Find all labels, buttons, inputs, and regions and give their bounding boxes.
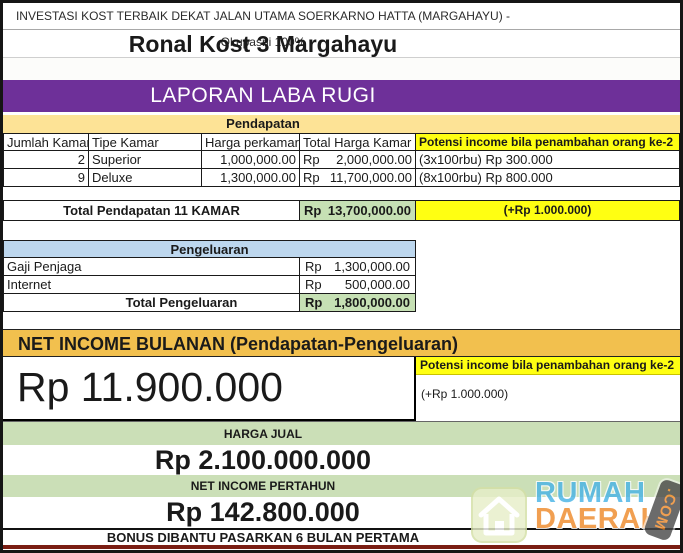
total-pendapatan-row: Total Pendapatan 11 KAMAR Rp 13,700,000.… xyxy=(3,200,680,221)
cell-jumlah: 2 xyxy=(3,151,89,169)
col-header-harga-perkamar: Harga perkamar xyxy=(202,134,300,151)
spacer xyxy=(3,221,680,240)
total-pendapatan-value: Rp 13,700,000.00 xyxy=(300,200,416,221)
cell-jumlah: 9 xyxy=(3,169,89,187)
page-title: Ronal Kost 3 Margahayu xyxy=(3,30,680,58)
pendapatan-row: 9 Deluxe 1,300,000.00 Rp 11,700,000.00 (… xyxy=(3,169,680,187)
currency-label: Rp xyxy=(303,152,320,167)
currency-label: Rp xyxy=(305,259,322,274)
pendapatan-section-header: Pendapatan xyxy=(3,115,680,133)
currency-label: Rp xyxy=(305,295,323,310)
cell-tipe: Superior xyxy=(89,151,202,169)
cell-total: Rp 2,000,000.00 xyxy=(300,151,416,169)
total-pengeluaran-label: Total Pengeluaran xyxy=(3,294,300,312)
col-header-jumlah-kamar: Jumlah Kamar xyxy=(3,134,89,151)
bonus-note: BONUS DIBANTU PASARKAN 6 BULAN PERTAMA xyxy=(3,528,680,545)
harga-jual-value: Rp 2.100.000.000 xyxy=(154,445,372,475)
potensi-income-value: (+Rp 1.000.000) xyxy=(421,387,509,401)
currency-label: Rp xyxy=(304,203,322,218)
page-title-text: Ronal Kost 3 Margahayu xyxy=(128,31,398,57)
spacer xyxy=(3,58,680,80)
pendapatan-row: 2 Superior 1,000,000.00 Rp 2,000,000.00 … xyxy=(3,151,680,169)
report-title-banner: LAPORAN LABA RUGI xyxy=(3,80,680,112)
harga-jual-value-row: Rp 2.100.000.000 xyxy=(3,445,680,475)
pendapatan-section-title: Pendapatan xyxy=(226,116,300,131)
total-pengeluaran-value: Rp 1,800,000.00 xyxy=(300,294,416,312)
col-header-tipe-kamar: Tipe Kamar xyxy=(89,134,202,151)
cell-harga: 1,000,000.00 xyxy=(202,151,300,169)
amount: 13,700,000.00 xyxy=(327,203,411,218)
cell-tipe: Deluxe xyxy=(89,169,202,187)
house-icon xyxy=(471,487,527,543)
brand-daerah: DAERAH xyxy=(535,503,663,535)
net-income-pertahun-value: Rp 142.800.000 xyxy=(166,497,360,527)
net-income-potensi-panel: Potensi income bila penambahan orang ke-… xyxy=(416,357,680,421)
net-income-pertahun-value-row: Rp 142.800.000 xyxy=(3,497,680,528)
net-income-bulanan-title: NET INCOME BULANAN (Pendapatan-Pengeluar… xyxy=(17,334,459,354)
harga-jual-banner: HARGA JUAL xyxy=(3,421,680,445)
expense-label: Internet xyxy=(3,276,300,294)
amount: 1,800,000.00 xyxy=(334,295,410,310)
cell-total: Rp 11,700,000.00 xyxy=(300,169,416,187)
cell-potensi: (8x100rbu) Rp 800.000 xyxy=(416,169,680,187)
report-title-text: LAPORAN LABA RUGI xyxy=(150,84,376,107)
bonus-note-text: BONUS DIBANTU PASARKAN 6 BULAN PERTAMA xyxy=(106,530,420,545)
top-note-text: INVESTASI KOST TERBAIK DEKAT JALAN UTAMA… xyxy=(15,9,511,49)
net-income-pertahun-title: NET INCOME PERTAHUN xyxy=(190,479,336,493)
net-income-area: Rp 11.900.000 Potensi income bila penamb… xyxy=(3,357,680,421)
expense-value: Rp 500,000.00 xyxy=(300,276,416,294)
expense-label: Gaji Penjaga xyxy=(3,258,300,276)
harga-jual-title: HARGA JUAL xyxy=(223,427,303,441)
pengeluaran-row: Gaji Penjaga Rp 1,300,000.00 xyxy=(3,258,680,276)
expense-value: Rp 1,300,000.00 xyxy=(300,258,416,276)
pendapatan-table-header: Jumlah Kamar Tipe Kamar Harga perkamar T… xyxy=(3,133,680,151)
total-pengeluaran-row: Total Pengeluaran Rp 1,800,000.00 xyxy=(3,294,680,312)
amount: 1,300,000.00 xyxy=(334,259,410,274)
potensi-income-header: Potensi income bila penambahan orang ke-… xyxy=(416,357,680,375)
net-income-bulanan-value: Rp 11.900.000 xyxy=(3,357,416,421)
amount: 2,000,000.00 xyxy=(336,152,412,167)
col-header-potensi-income: Potensi income bila penambahan orang ke-… xyxy=(416,134,680,151)
cell-potensi: (3x100rbu) Rp 300.000 xyxy=(416,151,680,169)
pengeluaran-section-header: Pengeluaran xyxy=(3,240,416,258)
amount: 500,000.00 xyxy=(344,277,410,292)
pengeluaran-section-title: Pengeluaran xyxy=(170,242,249,257)
spacer xyxy=(3,187,680,200)
spacer xyxy=(3,312,680,329)
total-pendapatan-potensi: (+Rp 1.000.000) xyxy=(416,200,680,221)
bottom-red-bar xyxy=(3,545,680,549)
col-header-total-harga-kamar: Total Harga Kamar xyxy=(300,134,416,151)
pengeluaran-row: Internet Rp 500,000.00 xyxy=(3,276,680,294)
total-pendapatan-label: Total Pendapatan 11 KAMAR xyxy=(3,200,300,221)
brand-rumah: RUMAH xyxy=(535,477,646,509)
cell-harga: 1,300,000.00 xyxy=(202,169,300,187)
currency-label: Rp xyxy=(305,277,322,292)
currency-label: Rp xyxy=(303,170,320,185)
brand-text: RUMAH DAERAH xyxy=(535,477,663,535)
rumah-daerah-watermark: RUMAH DAERAH .COM xyxy=(465,477,680,547)
amount: 11,700,000.00 xyxy=(329,170,412,185)
top-note: INVESTASI KOST TERBAIK DEKAT JALAN UTAMA… xyxy=(3,3,680,49)
net-income-bulanan-banner: NET INCOME BULANAN (Pendapatan-Pengeluar… xyxy=(3,329,680,357)
